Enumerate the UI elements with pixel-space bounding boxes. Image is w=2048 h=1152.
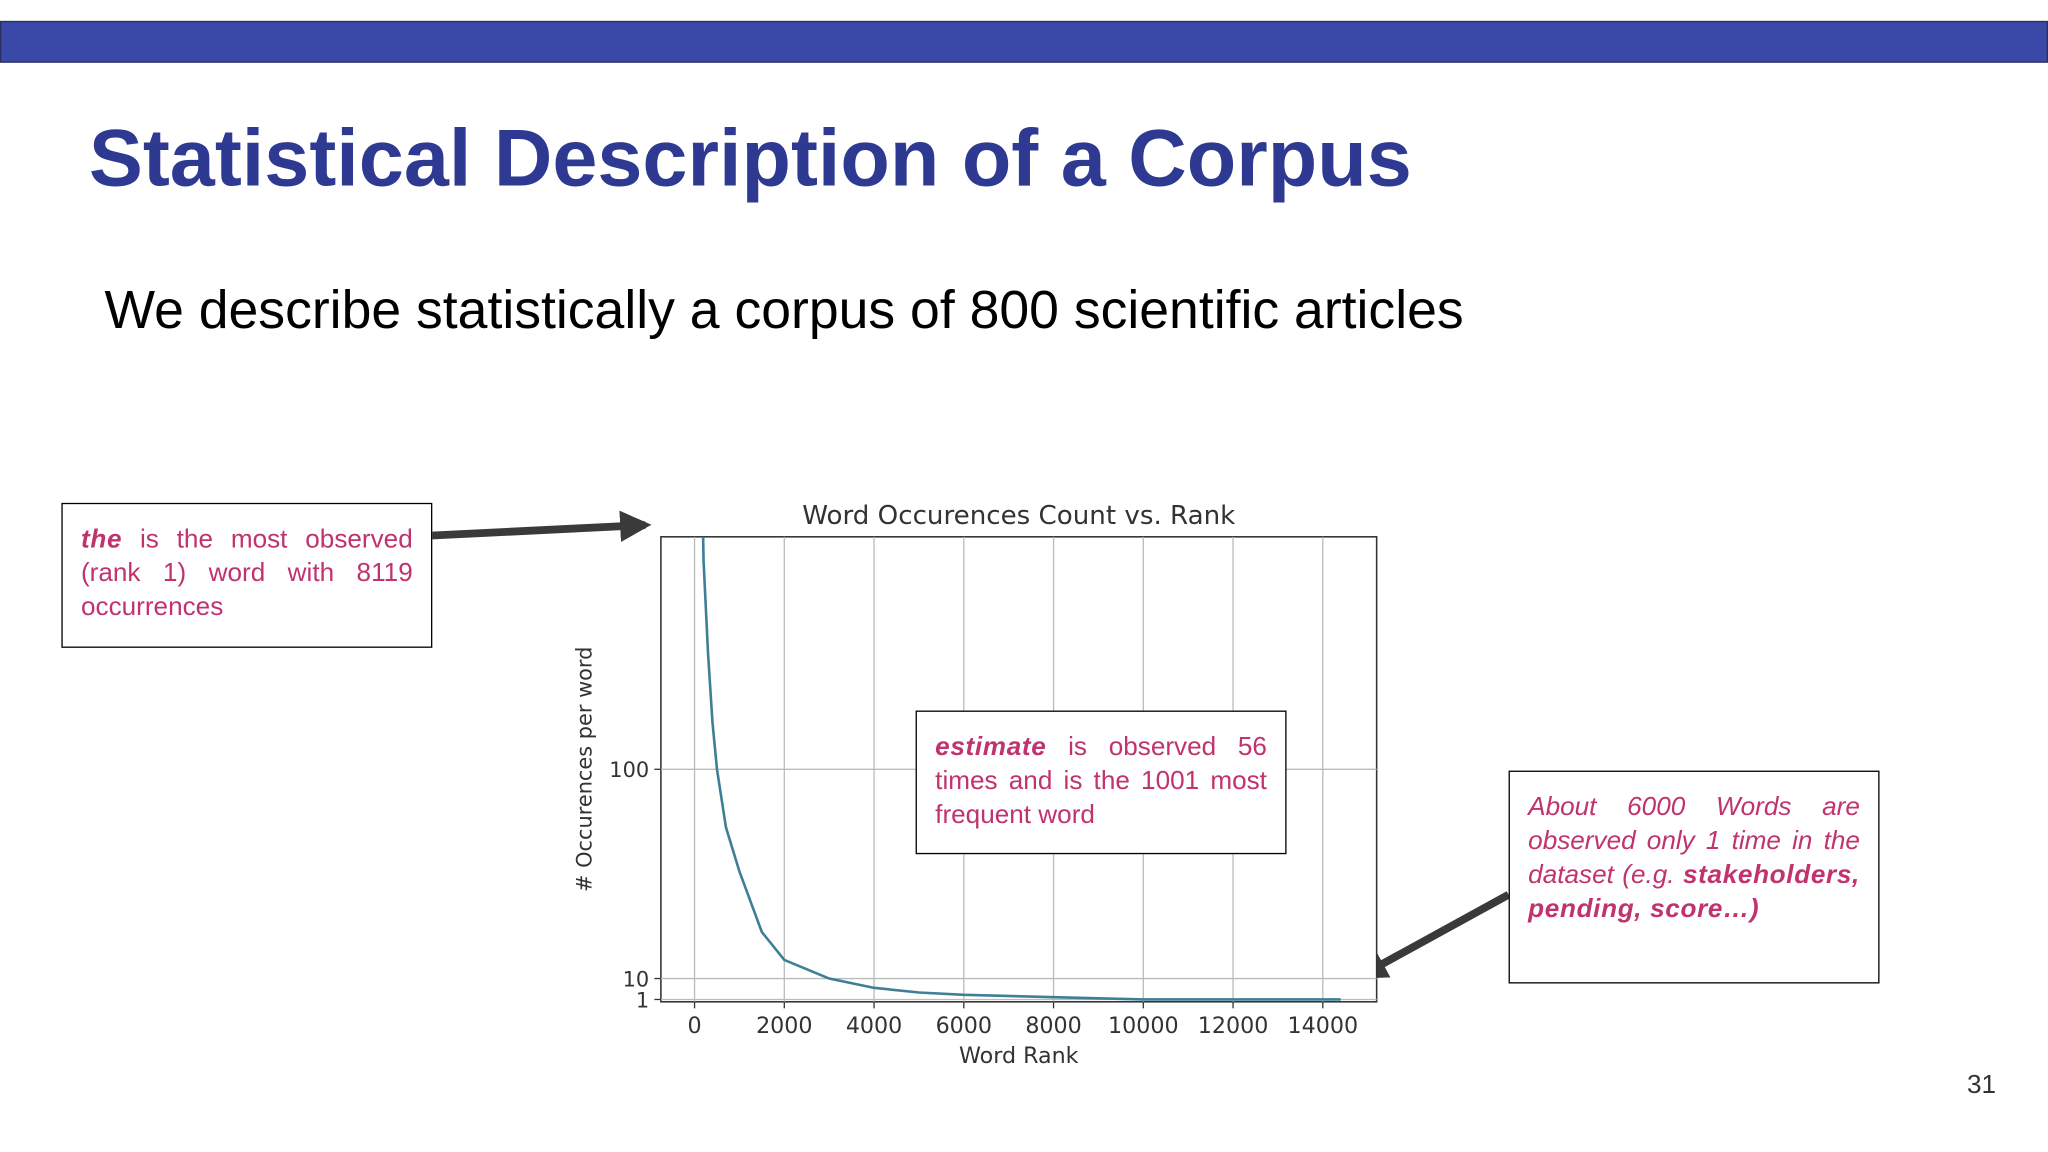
y-tick-label: 10 <box>623 967 650 991</box>
slide-title: Statistical Description of a Corpus <box>88 113 1412 204</box>
y-axis-label: # Occurences per word <box>573 647 597 892</box>
x-tick-label: 12000 <box>1198 1013 1269 1039</box>
x-tick-label: 14000 <box>1288 1013 1359 1039</box>
arrow <box>1355 891 1511 980</box>
y-tick-label: 100 <box>609 758 649 782</box>
annotation-text: estimate <box>935 732 1047 762</box>
annotation-box: About 6000 Words are observed only 1 tim… <box>1508 770 1880 984</box>
x-tick-label: 2000 <box>756 1013 812 1039</box>
x-tick-label: 4000 <box>846 1013 902 1039</box>
x-tick-label: 6000 <box>936 1013 992 1039</box>
x-axis-label: Word Rank <box>959 1043 1079 1069</box>
y-tick-label: 1 <box>636 988 649 1012</box>
data-line <box>701 536 1341 1001</box>
page-number: 31 <box>1967 1071 1997 1100</box>
x-tick-label: 8000 <box>1025 1013 1081 1039</box>
annotation-text: is the most observed (rank 1) word with … <box>80 525 413 622</box>
arrow <box>432 510 652 542</box>
annotation-text: the <box>80 525 123 554</box>
annotation-text: About 6000 Words are observed only 1 tim… <box>1528 792 1860 890</box>
x-tick-label: 10000 <box>1108 1013 1179 1039</box>
annotation-box: estimate is observed 56 times and is the… <box>915 710 1287 855</box>
chart-title: Word Occurences Count vs. Rank <box>802 501 1236 531</box>
annotation-text: is observed 56 times and is the 1001 mos… <box>935 732 1267 830</box>
header-bar <box>0 20 2048 63</box>
x-tick-label: 0 <box>687 1013 701 1039</box>
annotation-text: stakeholders, pending, score…) <box>1528 860 1860 924</box>
annotation-box: the is the most observed (rank 1) word w… <box>61 502 433 648</box>
slide-subtitle: We describe statistically a corpus of 80… <box>104 279 1464 340</box>
